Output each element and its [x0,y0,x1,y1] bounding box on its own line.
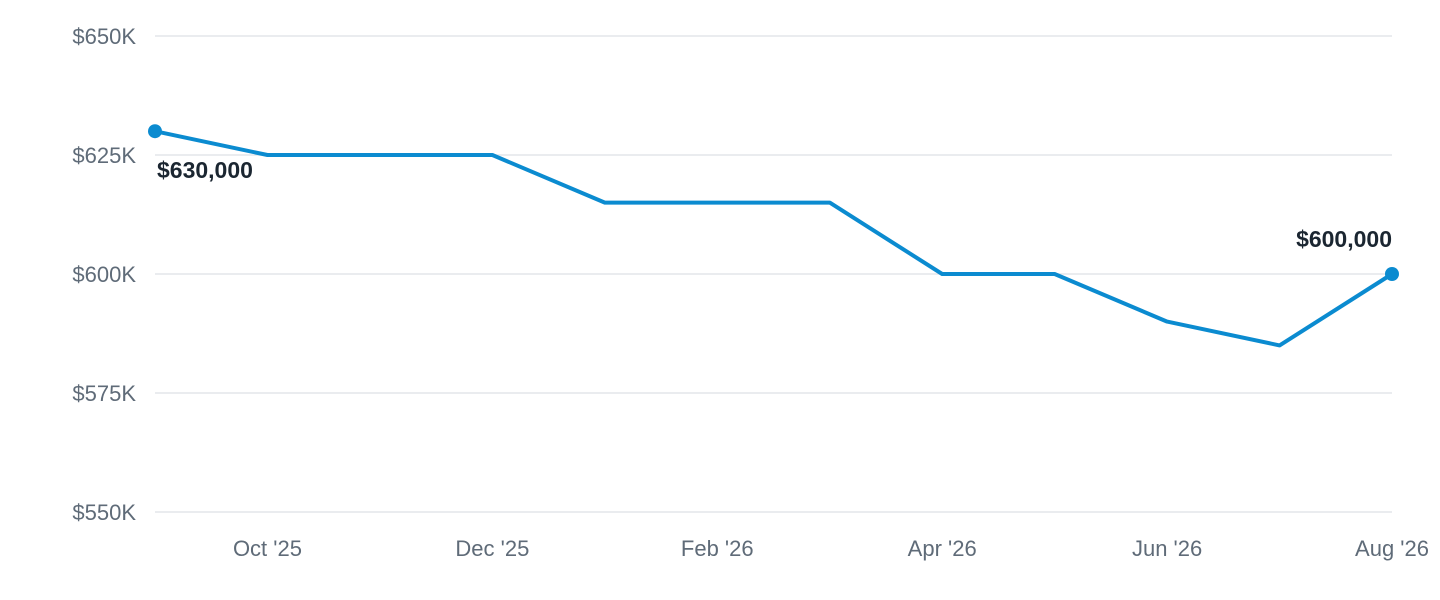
x-tick-label: Apr '26 [908,536,977,561]
x-tick-label: Dec '25 [455,536,529,561]
y-tick-label: $650K [72,24,136,49]
grid-layer [155,35,1392,513]
series-layer [153,129,1394,348]
x-axis: Oct '25 Dec '25 Feb '26 Apr '26 Jun '26 Aug '… [233,536,1429,561]
x-tick-label: Oct '25 [233,536,302,561]
x-tick-label: Aug '26 [1355,536,1429,561]
data-point-marker[interactable] [1385,267,1399,281]
y-tick-label: $625K [72,143,136,168]
y-tick-label: $575K [72,381,136,406]
data-label-layer: $630,000 $600,000 [148,124,1399,281]
data-point-marker[interactable] [148,124,162,139]
series-line [153,129,1394,348]
y-tick-label: $550K [72,500,136,525]
x-tick-label: Jun '26 [1132,536,1202,561]
data-label: $630,000 [157,157,253,183]
y-axis: $550K $575K $600K $625K $650K [72,24,136,525]
data-label: $600,000 [1296,226,1392,252]
y-tick-label: $600K [72,262,136,287]
x-tick-label: Feb '26 [681,536,754,561]
